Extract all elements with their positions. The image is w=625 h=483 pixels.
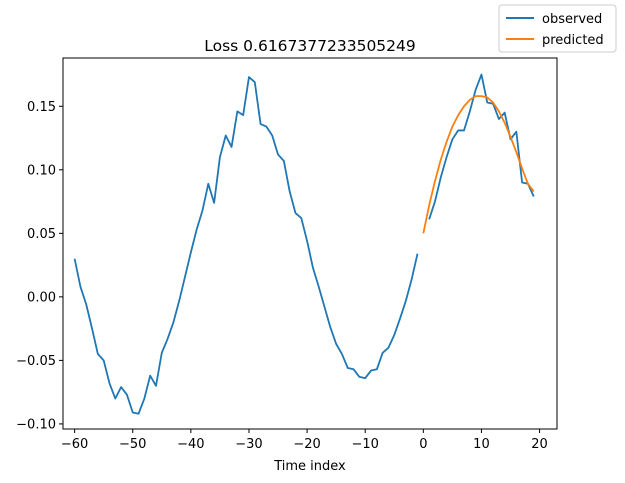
series-line-predicted [422,95,535,234]
series-line-observed [73,73,535,415]
chart-title: Loss 0.6167377233505249 [204,37,416,55]
x-axis-ticks: −60 −50 −40 −30 −20 −10 0 10 20 [61,429,548,452]
x-axis-label: Time index [273,459,346,474]
y-tick-label: 0.15 [27,100,56,115]
x-tick-label: −10 [351,437,378,452]
x-tick-label: −50 [119,437,146,452]
x-tick-label: −30 [235,437,262,452]
y-tick-label: 0.00 [27,290,56,305]
y-tick-label: 0.05 [27,227,56,242]
series-layer [73,73,535,415]
axes-frame [62,57,558,430]
legend-label-observed: observed [542,12,602,27]
y-axis-ticks: −0.10 −0.05 0.00 0.05 0.10 0.15 [16,100,63,432]
y-tick-label: 0.10 [27,163,56,178]
y-tick-label: −0.10 [16,417,56,432]
x-tick-label: −40 [177,437,204,452]
x-tick-label: −60 [61,437,88,452]
x-tick-label: −20 [293,437,320,452]
x-tick-label: 10 [473,437,490,452]
x-tick-label: 0 [419,437,427,452]
legend: observed predicted [498,4,617,53]
legend-label-predicted: predicted [542,33,604,48]
legend-box [498,4,617,53]
x-tick-label: 20 [531,437,548,452]
y-tick-label: −0.05 [16,354,56,369]
plot-area [63,58,557,429]
